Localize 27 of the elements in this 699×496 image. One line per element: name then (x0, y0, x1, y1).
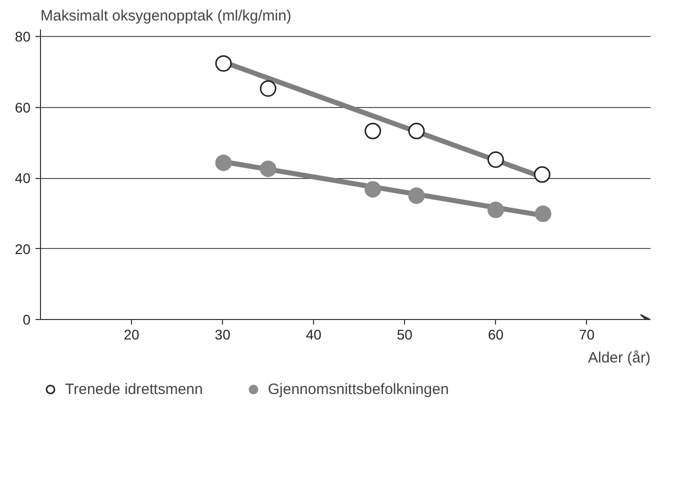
x-tick-label: 40 (306, 326, 322, 342)
x-axis-title: Alder (år) (588, 350, 651, 366)
y-tick-label: 80 (14, 28, 31, 45)
point (487, 151, 504, 168)
point (534, 206, 552, 222)
point (215, 154, 232, 172)
point (534, 166, 550, 183)
x-tick-label: 60 (488, 326, 504, 342)
y-tick-label: 40 (14, 170, 31, 186)
x-tick-label: 50 (396, 326, 413, 342)
point (487, 202, 504, 218)
x-tick-label: 70 (578, 326, 595, 342)
y-axis-title: Maksimalt oksygenopptak (ml/kg/min) (40, 8, 292, 24)
point (260, 160, 276, 178)
point (364, 122, 382, 140)
x-tick-label: 20 (124, 326, 140, 342)
legend-label: Trenede idrettsmenn (65, 380, 203, 398)
y-tick-label: 60 (14, 99, 31, 116)
legend-label: Gjennomsnittsbefolkningen (268, 380, 449, 398)
point (260, 80, 276, 97)
point (215, 55, 232, 72)
point (408, 122, 425, 140)
y-tick-label: 0 (22, 312, 31, 328)
y-tick-label: 20 (14, 240, 31, 257)
x-tick-label: 30 (214, 326, 231, 342)
point (364, 181, 382, 198)
point (408, 187, 425, 204)
